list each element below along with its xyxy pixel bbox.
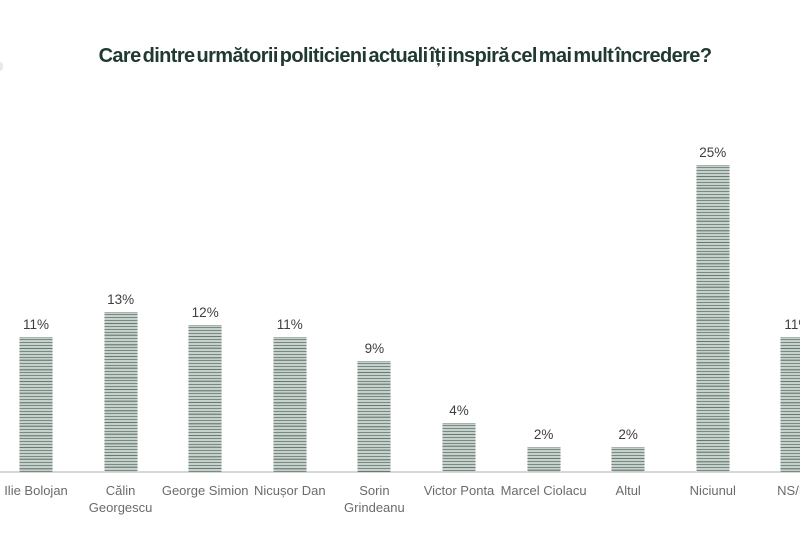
category-axis-label: Niciunul (689, 483, 736, 498)
category-axis-label: NS/NR (777, 483, 800, 498)
bar (526, 447, 561, 472)
bar-value-label: 2% (533, 427, 554, 442)
bar (611, 447, 646, 472)
bar-value-label: 11% (276, 317, 303, 332)
bar-value-label: 11% (784, 317, 800, 332)
bar (695, 165, 730, 472)
category-axis-label: George Simion (161, 483, 249, 498)
bar-value-label: 13% (107, 292, 135, 307)
category-axis-label: Ilie Bolojan (4, 483, 68, 498)
category-axis-label: Sorin Grindeanu (344, 483, 405, 515)
bar-value-label: 11% (22, 317, 50, 332)
bar (357, 361, 392, 472)
bar (19, 337, 53, 472)
cropped-logo-fragment (0, 62, 3, 71)
bar-value-label: 9% (364, 341, 385, 356)
category-axis-label: Altul (615, 483, 641, 498)
x-axis-line (0, 471, 800, 473)
bar (272, 337, 307, 472)
bar (103, 312, 138, 472)
category-axis-label: Nicușor Dan (254, 483, 326, 498)
category-axis-label: Marcel Ciolacu (500, 483, 587, 498)
category-axis-label: Victor Ponta (423, 483, 495, 498)
bar (188, 325, 223, 472)
bar-value-label: 12% (191, 305, 219, 320)
bar-value-label: 4% (449, 403, 469, 418)
chart-title: Care dintre următorii politicieni actual… (98, 45, 712, 67)
category-axis-label: Călin Georgescu (88, 483, 153, 515)
bar-value-label: 25% (699, 145, 727, 160)
bar (442, 423, 476, 472)
bar-value-label: 2% (618, 427, 638, 442)
bar (780, 337, 800, 472)
